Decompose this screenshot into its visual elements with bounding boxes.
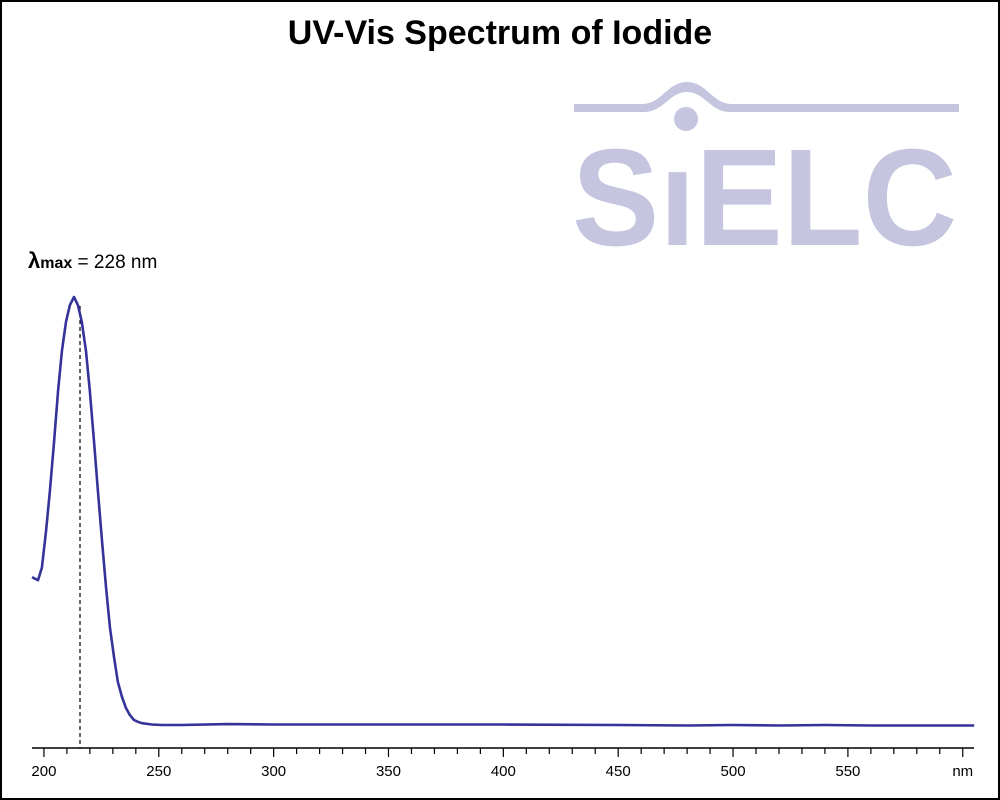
x-tick-label: 450: [606, 763, 631, 780]
x-tick-label: 250: [146, 763, 171, 780]
x-tick-label: 300: [261, 763, 286, 780]
sielc-logo-watermark: SıELC: [572, 82, 959, 275]
logo-swoosh: [574, 82, 959, 112]
x-axis: 200 250 300 350 400 450 500 550 nm: [31, 747, 974, 780]
lambda-max-label: λmax = 228 nm: [28, 248, 157, 273]
lambda-value: = 228 nm: [72, 252, 157, 273]
x-tick-label: 200: [31, 763, 56, 780]
x-tick-label: 500: [721, 763, 746, 780]
lambda-symbol: λ: [28, 248, 40, 273]
logo-dot: [674, 107, 698, 131]
lambda-subscript: max: [40, 255, 72, 272]
chart-title: UV-Vis Spectrum of Iodide: [287, 14, 713, 52]
logo-text: SıELC: [572, 121, 957, 275]
spectrum-line: [31, 295, 975, 727]
x-axis-unit-label: nm: [952, 763, 973, 780]
x-tick-label: 350: [376, 763, 401, 780]
x-tick-label: 400: [491, 763, 516, 780]
x-tick-label: 550: [835, 763, 860, 780]
